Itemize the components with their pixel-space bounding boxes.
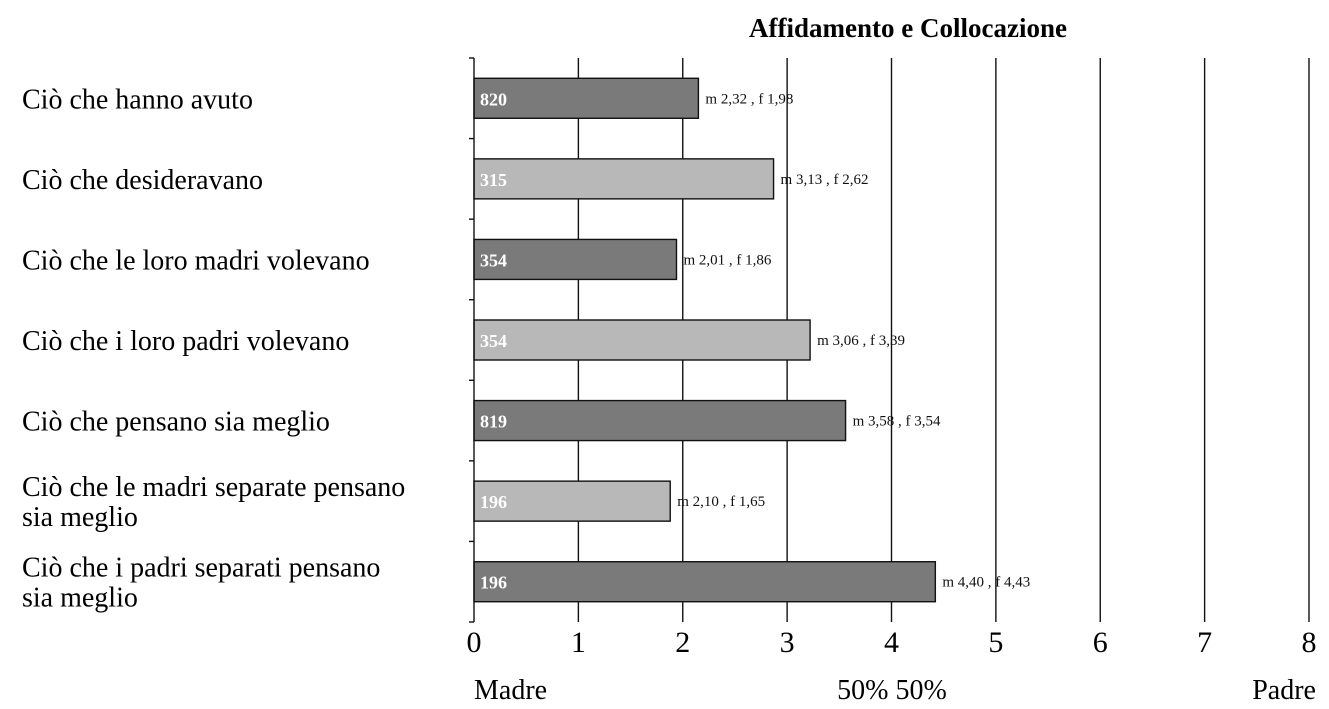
- bar: [473, 480, 671, 522]
- category-label: Ciò che desideravano: [22, 165, 263, 196]
- x-bottom-label-padre: Padre: [1252, 675, 1316, 706]
- bar-mean-label: m 2,01 , f 1,86: [683, 252, 771, 268]
- bar-count-label: 820: [480, 89, 507, 109]
- category-label: Ciò che hanno avuto: [22, 84, 253, 115]
- x-tick-label: 1: [571, 626, 586, 659]
- bar-count-label: 196: [480, 492, 507, 512]
- category-label: sia meglio: [22, 502, 138, 533]
- bar: [473, 77, 700, 119]
- category-label: Ciò che le madri separate pensano: [22, 472, 405, 503]
- category-label: Ciò che pensano sia meglio: [22, 407, 330, 438]
- x-bottom-label-center: 50% 50%: [837, 675, 947, 706]
- bar-count-label: 819: [480, 412, 507, 432]
- bar: [473, 399, 847, 442]
- bar-mean-label: m 2,32 , f 1,98: [705, 91, 793, 107]
- chart-title: Affidamento e Collocazione: [749, 13, 1067, 43]
- bar-count-label: 354: [480, 331, 507, 351]
- bar-mean-label: m 4,40 , f 4,43: [942, 575, 1030, 591]
- bar-mean-label: m 2,10 , f 1,65: [677, 494, 765, 510]
- x-tick-label: 0: [467, 626, 482, 659]
- bar-mean-label: m 3,06 , f 3,39: [817, 333, 905, 349]
- bar-mean-label: m 3,58 , f 3,54: [853, 414, 941, 430]
- category-label: Ciò che i padri separati pensano: [22, 553, 380, 584]
- bar: [473, 561, 937, 603]
- x-tick-label: 3: [780, 626, 795, 659]
- x-tick-label: 4: [884, 626, 899, 659]
- bar-mean-label: m 3,13 , f 2,62: [781, 172, 869, 188]
- x-bottom-label-madre: Madre: [474, 675, 547, 706]
- bar-count-label: 315: [480, 170, 507, 190]
- bars: 820 m 2,32 , f 1,98 315 m 3,13 , f 2,62 354 m…: [473, 77, 1030, 603]
- x-tick-label: 2: [675, 626, 690, 659]
- axis: 0 1 2 3 4 5 6 7 8: [467, 57, 1317, 659]
- x-tick-label: 8: [1302, 626, 1317, 659]
- category-labels: Ciò che hanno avuto Ciò che desideravano C…: [22, 84, 405, 613]
- bar: [473, 158, 775, 200]
- bar-count-label: 354: [480, 250, 507, 270]
- category-label: Ciò che le loro madri volevano: [22, 245, 370, 276]
- bar: [473, 319, 811, 361]
- bar-count-label: 196: [480, 573, 507, 593]
- x-tick-label: 6: [1093, 626, 1108, 659]
- x-tick-label: 7: [1197, 626, 1212, 659]
- x-tick-label: 5: [988, 626, 1003, 659]
- category-label: sia meglio: [22, 583, 138, 614]
- category-label: Ciò che i loro padri volevano: [22, 326, 349, 357]
